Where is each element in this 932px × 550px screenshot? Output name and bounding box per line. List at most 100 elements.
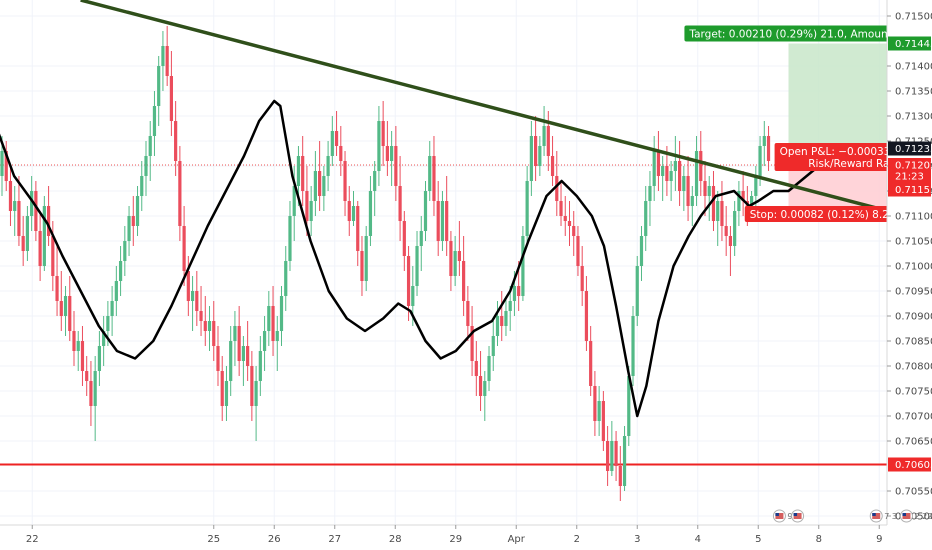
candle-body	[250, 366, 254, 406]
candle-body	[648, 186, 652, 201]
candle	[457, 221, 461, 276]
price-tag-label: 0.71153	[895, 185, 932, 196]
candle	[415, 231, 419, 296]
candle	[661, 156, 665, 201]
candle-body	[758, 146, 762, 176]
candle	[589, 326, 593, 396]
price-tag: 0.71235	[888, 141, 932, 156]
candle-body	[284, 261, 288, 296]
candle-body	[669, 171, 673, 181]
candle-body	[550, 156, 555, 176]
candle-body	[504, 311, 508, 326]
trendline-drawing[interactable]	[80, 0, 932, 244]
candle-body	[89, 381, 93, 406]
candle	[466, 286, 470, 341]
candle-body	[237, 326, 241, 361]
candle	[639, 226, 644, 281]
candle	[30, 176, 34, 231]
candle	[656, 131, 661, 191]
candle	[584, 276, 589, 351]
candle	[229, 326, 233, 396]
candle	[707, 176, 711, 221]
candle-body	[169, 76, 173, 121]
candle	[762, 121, 766, 166]
candle	[63, 286, 68, 336]
candle	[550, 136, 555, 186]
candle-body	[703, 181, 707, 196]
candle	[34, 181, 38, 241]
candle-body	[618, 466, 622, 486]
candle-body	[0, 151, 4, 176]
candle-body	[351, 206, 356, 221]
candle	[508, 286, 512, 331]
target-label: Target: 0.00210 (0.29%) 21.0, Amount: 16…	[688, 29, 932, 41]
candle	[343, 151, 347, 216]
flag-icon-canton	[872, 513, 876, 516]
flag-icon-fill	[793, 513, 802, 519]
candle-body	[72, 331, 76, 351]
price-tag-bg	[888, 141, 931, 156]
candle-body	[512, 286, 517, 301]
candle-body	[661, 166, 665, 176]
time-axis[interactable]: 222526272829Apr2345891011	[0, 524, 932, 550]
candle-body	[55, 276, 59, 301]
candle-body	[110, 301, 114, 316]
event-flag: 2 22 8	[899, 509, 932, 523]
candle-body	[682, 176, 686, 191]
time-tick-label: 29	[449, 534, 462, 545]
candle	[13, 186, 17, 236]
candle-body	[114, 281, 118, 301]
candle	[385, 121, 389, 176]
candle	[694, 136, 699, 206]
candle-body	[762, 136, 766, 146]
candle	[38, 211, 42, 281]
candle	[373, 161, 377, 216]
candle	[673, 136, 677, 191]
candle	[254, 366, 258, 441]
candle-body	[390, 146, 394, 161]
candle-body	[51, 236, 55, 276]
candle-body	[538, 146, 542, 166]
time-tick-label: 28	[389, 534, 402, 545]
flag-icon-fill	[872, 513, 881, 519]
flag-icon-canton	[902, 513, 906, 516]
candle-body	[737, 191, 741, 211]
candle	[682, 166, 686, 211]
candle-body	[25, 216, 30, 251]
candle	[453, 236, 457, 286]
price-tag: 0.70603	[888, 457, 932, 472]
candle-body	[521, 236, 525, 296]
price-tag-bg	[888, 182, 931, 197]
candle	[237, 306, 241, 376]
candle-body	[195, 291, 199, 311]
price-tag-label: 0.71445	[895, 39, 932, 50]
candle-body	[720, 201, 724, 226]
candle-body	[470, 326, 474, 361]
candle	[428, 141, 432, 201]
candle-body	[207, 321, 212, 331]
candle-body	[93, 371, 97, 406]
candle	[644, 186, 648, 251]
candle	[601, 391, 605, 451]
candle	[339, 126, 343, 176]
candle-body	[186, 271, 190, 301]
candle	[606, 426, 610, 486]
candle-body	[178, 161, 182, 226]
candle	[576, 226, 580, 276]
candle	[648, 171, 652, 226]
candle-body	[322, 176, 326, 196]
candle-body	[42, 206, 46, 266]
candle-body	[203, 321, 207, 331]
time-tick-label: 9	[876, 534, 882, 545]
candle-body	[326, 156, 330, 176]
candle-body	[80, 341, 85, 371]
stop-label-box	[744, 206, 932, 222]
time-tick-label: 22	[26, 534, 39, 545]
candle	[728, 226, 733, 276]
time-tick-label: 3	[634, 534, 640, 545]
